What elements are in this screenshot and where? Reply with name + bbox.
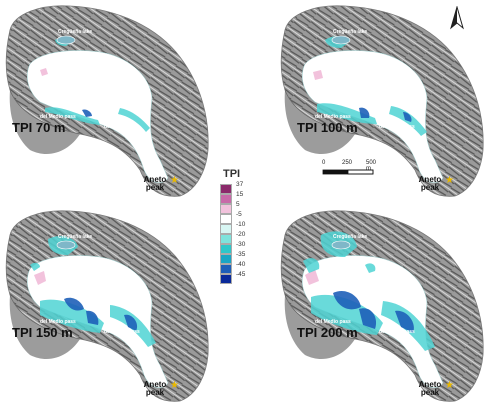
legend-label: -40 [236, 261, 246, 268]
pass-label: del Medio pass [104, 329, 140, 335]
legend-label: -30 [236, 241, 246, 248]
map-panel-tpi-200: Cregüeña lake del Medio pass del Medio pas… [275, 205, 485, 405]
tpi-strong-negative-patch [64, 297, 84, 311]
panel-title: TPI 200 m [297, 325, 358, 340]
legend-label: -5 [236, 211, 242, 218]
tpi-negative-patch [30, 262, 40, 271]
legend-swatch [220, 184, 232, 194]
legend-label: 37 [236, 181, 244, 188]
ridge-shadow [284, 295, 355, 360]
lake-label: Cregüeña lake [333, 29, 367, 35]
legend-swatch [220, 194, 232, 204]
pass-label: del Medio pass [379, 124, 415, 130]
tpi-strong-negative-patch [359, 107, 370, 118]
pass-label: del Medio pass [40, 319, 76, 325]
tpi-negative-patch [118, 108, 150, 132]
tpi-negative-patch [45, 107, 100, 125]
tpi-positive-patch [313, 70, 323, 80]
ridge-shadow [9, 295, 80, 360]
map-svg: Cregüeña lake del Medio pass del Medio pas… [280, 210, 484, 402]
scale-bar-graphic [322, 169, 374, 175]
legend-label: -20 [236, 231, 246, 238]
panel-title: TPI 70 m [12, 120, 66, 135]
map-panel-tpi-70: Cregüeña lake del Medio pass del Medio pas… [0, 0, 210, 200]
pass-label: del Medio pass [379, 329, 415, 335]
lake-label: Cregüeña lake [58, 234, 92, 240]
ridge-shadow [284, 90, 355, 155]
peak-star-icon: ★ [170, 175, 179, 186]
legend-swatch [220, 274, 232, 284]
scale-tick-0: 0 [322, 160, 326, 166]
peak-label: Aneto peak [143, 175, 167, 192]
panel-title: TPI 100 m [297, 120, 358, 135]
tpi-strong-negative-patch [333, 290, 361, 310]
map-svg: Cregüeña lake del Medio pass del Medio pas… [5, 210, 209, 402]
tpi-negative-patch [40, 299, 104, 333]
scale-tick-250: 250 [342, 160, 353, 166]
legend-label: 5 [236, 201, 240, 208]
map-svg: Cregüeña lake del Medio pass del Medio pas… [280, 5, 484, 197]
legend-swatch [220, 244, 232, 254]
lake-marker [56, 240, 76, 250]
peak-label: Aneto peak [418, 380, 442, 397]
legend-label: -35 [236, 251, 246, 258]
tpi-strong-negative-patch [403, 112, 412, 122]
north-arrow-icon [450, 5, 464, 35]
tpi-negative-patch [365, 263, 376, 273]
legend-swatch [220, 214, 232, 224]
legend-label: -10 [236, 221, 246, 228]
legend-label: -45 [236, 271, 246, 278]
legend-swatch [220, 254, 232, 264]
scale-tick-500: 500 m [366, 160, 377, 172]
legend-swatch [220, 224, 232, 234]
glacier-area [27, 50, 169, 183]
tpi-strong-negative-patch [124, 314, 138, 331]
tpi-positive-patch [305, 269, 319, 285]
lake-marker [56, 35, 76, 45]
panel-title: TPI 150 m [12, 325, 73, 340]
map-panel-tpi-150: Cregüeña lake del Medio pass del Medio pas… [0, 205, 210, 405]
lake-marker [331, 240, 351, 250]
pass-label: del Medio pass [104, 124, 140, 130]
tpi-strong-negative-patch [395, 310, 414, 333]
peak-label: Aneto peak [143, 380, 167, 397]
peak-star-icon: ★ [170, 380, 179, 391]
tpi-strong-negative-patch [86, 310, 99, 325]
legend-label: 15 [236, 191, 244, 198]
tpi-positive-patch [34, 271, 46, 285]
lake-label: Cregüeña lake [333, 234, 367, 240]
legend-swatch [220, 234, 232, 244]
peak-star-icon: ★ [445, 175, 454, 186]
legend-swatch [220, 264, 232, 274]
tpi-strong-negative-patch [82, 109, 92, 117]
pass-label: del Medio pass [315, 319, 351, 325]
tpi-negative-patch [303, 258, 320, 273]
tpi-strong-negative-patch [359, 308, 377, 329]
pass-label: del Medio pass [40, 114, 76, 120]
ridge-shadow [9, 90, 80, 155]
map-svg: Cregüeña lake del Medio pass del Medio pas… [5, 5, 209, 197]
legend-title: TPI [223, 168, 241, 180]
lake-label: Cregüeña lake [58, 29, 92, 35]
tpi-negative-patch [317, 103, 377, 124]
map-panel-tpi-100: Cregüeña lake del Medio pass del Medio pas… [275, 0, 485, 200]
pass-label: del Medio pass [315, 114, 351, 120]
lake-marker [331, 35, 351, 45]
tpi-positive-patch [40, 68, 48, 76]
peak-star-icon: ★ [445, 380, 454, 391]
peak-label: Aneto peak [418, 175, 442, 192]
legend-swatch [220, 204, 232, 214]
